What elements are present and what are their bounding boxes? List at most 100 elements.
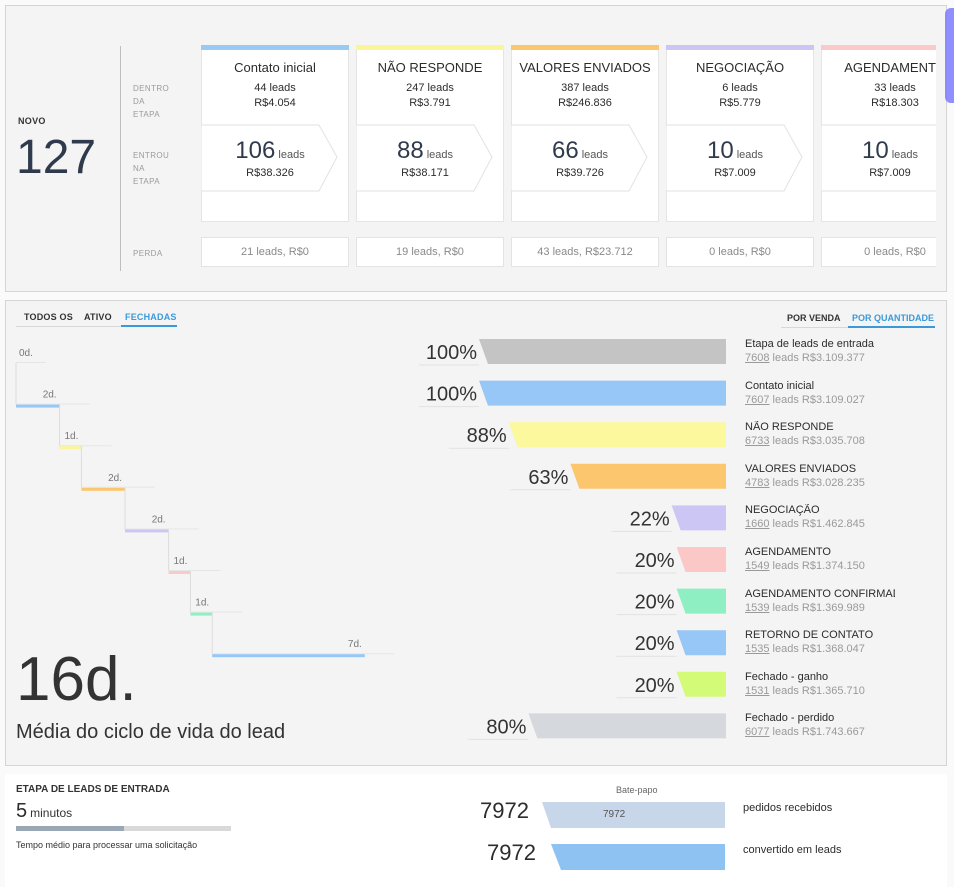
funnel-bar[interactable] xyxy=(671,505,726,531)
legend-stage-name: Etapa de leads de entrada xyxy=(745,338,875,350)
legend-stage-value: 1531 leads R$1.365.710 xyxy=(745,685,945,697)
legend-stage-value: 7608 leads R$3.109.377 xyxy=(745,352,945,364)
legend-lead-count[interactable]: 6733 xyxy=(745,435,770,448)
timeline-bar xyxy=(81,487,125,491)
legend-lead-count[interactable]: 7608 xyxy=(745,352,770,364)
stage-current-value: R$18.303 xyxy=(871,97,919,109)
stage-entered-arrow xyxy=(666,121,804,193)
received-bar xyxy=(542,802,725,828)
funnel-chart: 100% 100% 88% 63% 22% 20% 20% 20% 20% 80% 0d. 2d. 1d… xyxy=(15,339,726,740)
legend-stage-name: Fechado - ganho xyxy=(745,670,829,683)
stage-card[interactable]: VALORES ENVIADOS 387 leads R$246.836 66 lea… xyxy=(511,45,659,275)
legend-lead-count[interactable]: 4783 xyxy=(745,476,770,489)
funnel-bar[interactable] xyxy=(508,422,726,448)
legend-lead-count[interactable]: 7607 xyxy=(745,393,770,406)
funnel-bar[interactable] xyxy=(676,630,726,656)
funnel-bar[interactable] xyxy=(676,671,726,697)
legend-stage-value: 1660 leads R$1.462.845 xyxy=(745,518,945,530)
legend-item: Etapa de leads de entrada 7608 leads R$3.… xyxy=(745,338,945,364)
stage-card[interactable]: NEGOCIAÇÃO 6 leads R$5.779 10 leads R$7.009 0… xyxy=(666,45,814,275)
row-label-perda: PERDA xyxy=(133,249,163,258)
funnel-bar[interactable] xyxy=(570,463,726,489)
funnel-panel: TODOS OS ATIVO FECHADAS POR VENDA POR QU… xyxy=(5,300,947,766)
stage-entered: 88 leads xyxy=(356,137,494,165)
converted-bar xyxy=(551,844,725,870)
legend-item: NEGOCIAÇÃO 1660 leads R$1.462.845 xyxy=(745,504,945,530)
legend-item: AGENDAMENTO CONFIRMAD 1539 leads R$1.369.… xyxy=(745,588,945,614)
timeline-duration-label: 0d. xyxy=(19,348,33,359)
stage-color-bar xyxy=(821,45,936,50)
timeline-bar xyxy=(190,612,213,616)
stage-name: Contato inicial xyxy=(234,60,316,75)
legend-item: Contato inicial 7607 leads R$3.109.027 xyxy=(745,380,945,406)
timeline-bar xyxy=(59,446,82,450)
legend-lead-count[interactable]: 1531 xyxy=(745,684,770,697)
legend-item: RETORNO DE CONTATO 1535 leads R$1.368.047 xyxy=(745,629,945,655)
stage-entered-unit: leads xyxy=(891,149,919,161)
tab-ativo[interactable]: ATIVO xyxy=(84,312,112,322)
legend-item: VALORES ENVIADOS 4783 leads R$3.028.235 xyxy=(745,463,945,489)
stage-entered-value: R$38.326 xyxy=(246,167,294,179)
funnel-bar[interactable] xyxy=(528,713,726,739)
funnel-bar[interactable] xyxy=(479,380,726,406)
stage-entered-arrow xyxy=(356,121,494,193)
stage-entered-unit: leads xyxy=(581,149,609,161)
stage-current-leads: 247 leads xyxy=(406,82,454,94)
stage-card[interactable]: Contato inicial 44 leads R$4.054 106 leads R… xyxy=(201,45,349,275)
timeline-duration-label: 2d. xyxy=(152,514,166,525)
legend-lead-amount: leads R$1.368.047 xyxy=(769,643,865,656)
legend-stage-value: 6733 leads R$3.035.708 xyxy=(745,435,945,447)
legend-lead-count[interactable]: 1660 xyxy=(745,518,770,531)
timeline-bar xyxy=(125,529,169,533)
legend-lead-amount: leads R$3.028.235 xyxy=(769,476,865,489)
stage-card[interactable]: NÃO RESPONDE 247 leads R$3.791 88 leads R$38… xyxy=(356,45,504,275)
stage-entered: 66 leads xyxy=(511,137,649,165)
stage-name: NÃO RESPONDE xyxy=(377,60,483,75)
side-panel-handle[interactable] xyxy=(945,8,954,103)
legend-stage-name: NÃO RESPONDE xyxy=(745,421,834,434)
stage-name: VALORES ENVIADOS xyxy=(519,60,651,75)
processing-description: Tempo médio para processar uma solicitaç… xyxy=(16,840,198,850)
funnel-percent-label: 80% xyxy=(486,716,526,738)
stage-color-bar xyxy=(356,45,504,50)
tab-todos[interactable]: TODOS OS xyxy=(24,312,73,322)
stage-entered-value: R$38.171 xyxy=(401,167,449,179)
stage-loss: 43 leads, R$23.712 xyxy=(511,237,659,267)
legend-stage-name: AGENDAMENTO CONFIRMAD xyxy=(745,587,895,600)
stage-loss: 21 leads, R$0 xyxy=(201,237,349,267)
funnel-bar[interactable] xyxy=(676,588,726,614)
stage-current-leads: 44 leads xyxy=(254,82,296,94)
pipeline-stages-panel: NOVO 127 DENTRO DA ETAPA ENTROU NA ETAPA… xyxy=(5,5,947,292)
legend-lead-count[interactable]: 6077 xyxy=(745,726,770,739)
legend-lead-amount: leads R$1.374.150 xyxy=(769,560,865,572)
legend-lead-amount: leads R$1.743.667 xyxy=(769,726,865,739)
stage-color-bar xyxy=(201,45,349,50)
funnel-bar[interactable] xyxy=(479,339,726,364)
legend-lead-count[interactable]: 1549 xyxy=(745,560,770,572)
processing-time-unit: minutos xyxy=(30,806,73,820)
legend-lead-count[interactable]: 1539 xyxy=(745,601,770,614)
stage-entered: 10 leads xyxy=(821,137,936,165)
tab-fechadas[interactable]: FECHADAS xyxy=(125,312,177,322)
cycle-label: Média do ciclo de vida do lead xyxy=(16,721,286,743)
stage-entered-count: 66 xyxy=(551,137,579,164)
funnel-percent-label: 63% xyxy=(528,467,568,489)
novo-label: NOVO xyxy=(18,116,46,126)
stage-loss: 0 leads, R$0 xyxy=(666,237,814,267)
stage-color-bar xyxy=(511,45,659,50)
view-tab-active-indicator xyxy=(848,326,935,328)
timeline-duration-label: 1d. xyxy=(64,431,78,442)
stage-entered-unit: leads xyxy=(426,149,454,161)
stage-current-leads: 387 leads xyxy=(561,82,609,94)
stage-current-value: R$5.779 xyxy=(719,97,761,109)
view-por-quantidade[interactable]: POR QUANTIDADE xyxy=(852,313,935,323)
legend-lead-count[interactable]: 1535 xyxy=(745,643,770,656)
legend-stage-name: NEGOCIAÇÃO xyxy=(745,504,820,517)
received-count: 7972 xyxy=(480,798,529,823)
stage-card[interactable]: AGENDAMENTO 33 leads R$18.303 10 leads R$7.0… xyxy=(821,45,936,275)
funnel-bar[interactable] xyxy=(676,547,726,572)
view-por-venda[interactable]: POR VENDA xyxy=(787,313,841,323)
stage-list: Contato inicial 44 leads R$4.054 106 leads R… xyxy=(201,45,936,275)
legend-item: Fechado - ganho 1531 leads R$1.365.710 xyxy=(745,671,945,697)
stage-entered-count: 88 xyxy=(396,137,424,164)
